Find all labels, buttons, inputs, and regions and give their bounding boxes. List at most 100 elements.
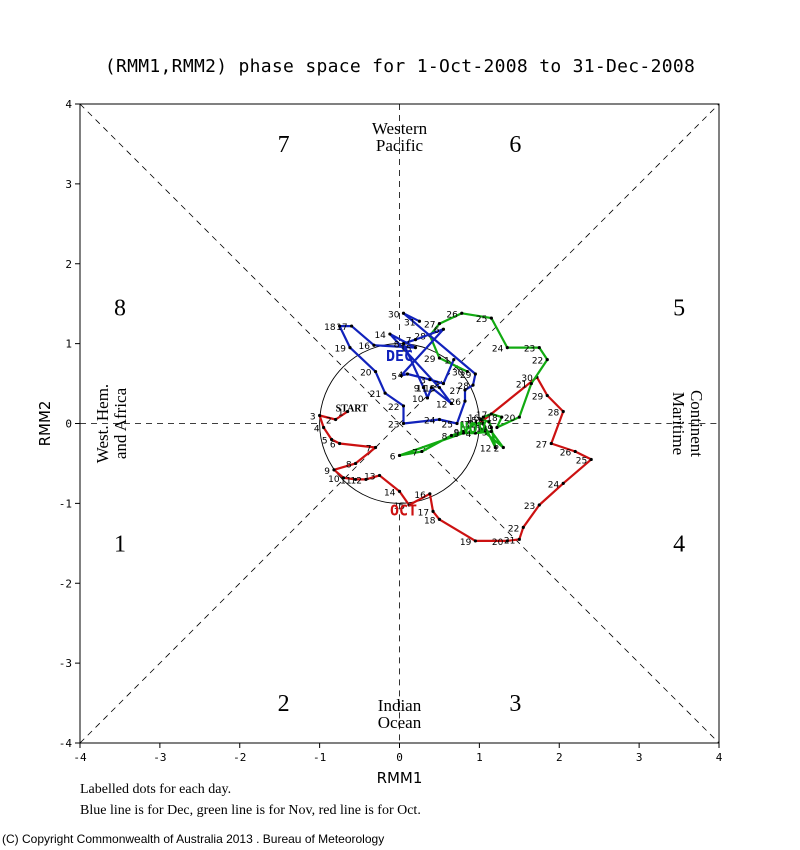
day-dot (341, 476, 346, 480)
day-label: 30 (388, 310, 400, 320)
day-label: 13 (424, 385, 435, 395)
day-label: 10 (412, 395, 424, 405)
region-label-maritime-continent: Maritime (669, 392, 688, 455)
notes: Labelled dots for each day. Blue line is… (80, 779, 421, 821)
day-dot (463, 399, 467, 403)
day-label: 18 (486, 414, 498, 424)
day-label: 12 (350, 476, 361, 486)
day-dot (413, 338, 418, 342)
day-label: 21 (504, 536, 515, 546)
day-dot (431, 509, 435, 513)
day-label: 14 (384, 488, 396, 498)
day-dot (501, 445, 505, 450)
x-tick-label: 2 (556, 751, 563, 764)
day-label: 9 (414, 385, 420, 395)
day-label: 18 (324, 323, 336, 333)
day-dot (471, 383, 475, 387)
day-label: 25 (476, 315, 487, 325)
day-dot (517, 415, 521, 419)
day-dot (489, 429, 493, 434)
day-dot (505, 539, 509, 543)
x-tick-label: -4 (73, 751, 87, 764)
day-dot (489, 316, 493, 320)
day-dot (473, 372, 477, 376)
day-dot (489, 412, 493, 416)
day-dot (322, 425, 326, 430)
day-dot (421, 385, 426, 390)
day-label: 6 (390, 452, 396, 462)
day-label: 20 (504, 414, 516, 424)
day-label: 23 (524, 502, 535, 512)
day-dot (537, 346, 541, 350)
day-dot (364, 477, 368, 482)
day-label: 12 (436, 401, 447, 411)
day-label: 29 (424, 355, 436, 365)
day-label: 31 (464, 421, 475, 431)
day-dot (437, 385, 442, 390)
day-dot (449, 401, 454, 406)
day-label: 29 (460, 371, 472, 381)
day-dot (397, 489, 402, 493)
day-label: 1 (471, 426, 477, 436)
day-label: 21 (370, 390, 381, 400)
y-tick-label: 3 (65, 178, 72, 191)
day-label: 11 (340, 476, 351, 486)
day-dot (401, 421, 406, 426)
day-dot (337, 441, 342, 446)
day-label: 17 (476, 411, 487, 421)
day-dot (348, 346, 352, 350)
day-label: 26 (446, 310, 458, 320)
day-label: 7 (366, 444, 372, 454)
day-label: 16 (414, 491, 426, 501)
note-line-2: Blue line is for Dec, green line is for … (80, 803, 421, 818)
day-dot (493, 445, 497, 450)
day-label: 21 (516, 381, 527, 391)
day-label: 11 (468, 421, 479, 431)
day-label: 2 (434, 381, 440, 391)
phase-label: 2 (278, 691, 290, 717)
day-dot (455, 421, 459, 426)
x-tick-label: 0 (396, 751, 403, 764)
day-label: 17 (336, 323, 347, 333)
day-dot (489, 425, 493, 430)
day-label: 13 (364, 472, 375, 482)
day-dot (377, 473, 382, 478)
day-label: 4 (466, 430, 472, 440)
day-label: 1 (338, 409, 344, 419)
chart-title: (RMM1,RMM2) phase space for 1-Oct-2008 t… (104, 56, 696, 77)
day-label: 5 (322, 436, 328, 446)
phase-label: 3 (509, 691, 521, 717)
day-label: 2 (326, 417, 332, 427)
day-label: 25 (442, 421, 453, 431)
day-label: 15 (466, 417, 477, 427)
day-dot (505, 346, 509, 350)
day-dot (517, 537, 521, 541)
phase-label: 4 (673, 531, 685, 557)
day-label: 15 (400, 345, 411, 355)
day-label: 24 (424, 417, 436, 427)
day-label: 9 (324, 467, 330, 477)
day-dot (345, 409, 350, 414)
day-label: 7 (406, 337, 412, 347)
day-dot (473, 421, 477, 426)
x-tick-label: 1 (476, 751, 483, 764)
day-label: 1 (444, 357, 450, 367)
y-tick-label: 1 (65, 338, 72, 351)
day-dot (401, 342, 406, 346)
day-label: 31 (404, 318, 415, 328)
day-dot (428, 492, 432, 496)
day-dot (405, 372, 410, 376)
day-label: 10 (328, 475, 340, 485)
day-label: 28 (458, 382, 470, 392)
day-label: 8 (346, 460, 352, 470)
series-label-dec: DEC (386, 347, 413, 365)
day-dot (420, 449, 424, 454)
day-dot (465, 369, 469, 374)
day-dot (401, 404, 406, 408)
day-label: 5 (391, 373, 397, 383)
day-label: 12 (480, 444, 491, 454)
x-tick-label: -2 (233, 751, 246, 764)
day-label: 29 (532, 393, 544, 403)
region-label-western-pacific: Pacific (376, 136, 424, 155)
